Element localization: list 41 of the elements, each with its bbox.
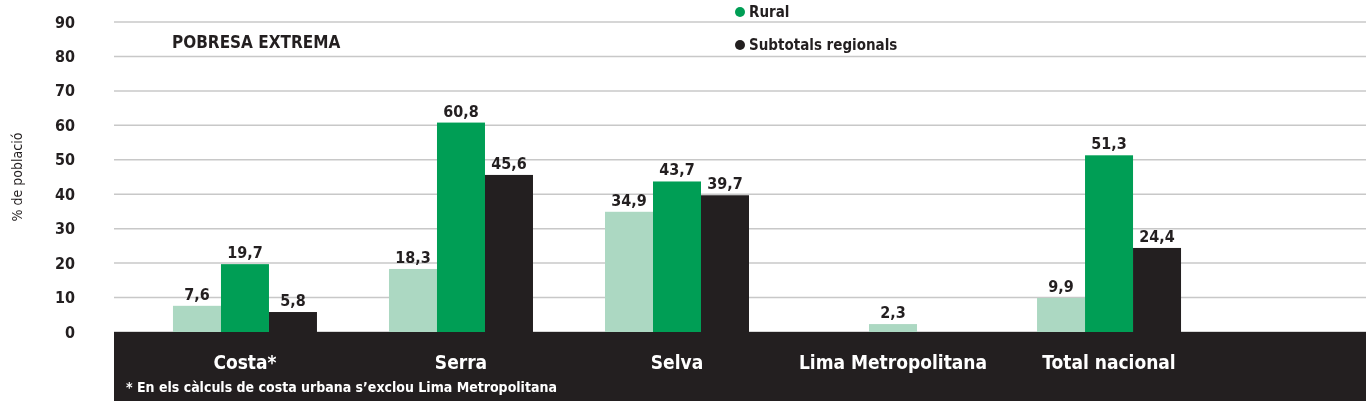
bar	[605, 211, 653, 332]
y-tick-label: 80	[54, 47, 75, 67]
legend-label: Rural	[749, 3, 790, 22]
x-tick-label: Lima Metropolitana	[798, 351, 988, 373]
y-tick-label: 40	[54, 184, 75, 204]
text: POBRESA EXTREMA	[172, 32, 341, 52]
bar	[220, 264, 269, 332]
data-label: 43,7	[659, 160, 695, 180]
y-tick-label: 10	[54, 288, 75, 308]
data-label: 7,6	[184, 284, 210, 304]
y-tick-label: 70	[54, 81, 75, 101]
y-axis-title: % de població	[9, 132, 25, 222]
bar	[1085, 155, 1134, 332]
bar	[172, 305, 221, 332]
data-label: 9,9	[1048, 276, 1074, 296]
bar	[653, 181, 701, 332]
bar	[436, 122, 485, 332]
bar	[1037, 297, 1086, 332]
y-tick-label: 90	[54, 12, 75, 32]
data-label: 18,3	[395, 247, 431, 267]
y-tick-label: 30	[54, 219, 75, 239]
data-label: 34,9	[611, 190, 647, 210]
text: * En els càlculs de costa urbana s’exclou Lima Metropolitana	[126, 379, 557, 395]
x-tick-label: Serra	[434, 351, 488, 373]
x-tick-label: Costa*	[213, 351, 277, 373]
bar	[388, 268, 437, 332]
y-tick-label: 20	[54, 253, 75, 273]
data-label: 60,8	[443, 101, 479, 121]
x-tick-label: Selva	[650, 351, 704, 373]
data-label: 24,4	[1139, 226, 1175, 246]
y-tick-label: 50	[54, 150, 75, 170]
data-label: 45,6	[491, 153, 527, 173]
data-label: 19,7	[227, 243, 263, 263]
x-tick-label: Total nacional	[1042, 351, 1176, 373]
y-tick-label: 0	[64, 322, 75, 342]
data-label: 39,7	[707, 174, 743, 194]
data-label: 2,3	[880, 303, 906, 323]
data-label: 51,3	[1091, 134, 1127, 154]
legend-label: Subtotals regionals	[749, 36, 898, 55]
y-tick-label: 60	[54, 115, 75, 135]
data-label: 5,8	[280, 291, 306, 311]
